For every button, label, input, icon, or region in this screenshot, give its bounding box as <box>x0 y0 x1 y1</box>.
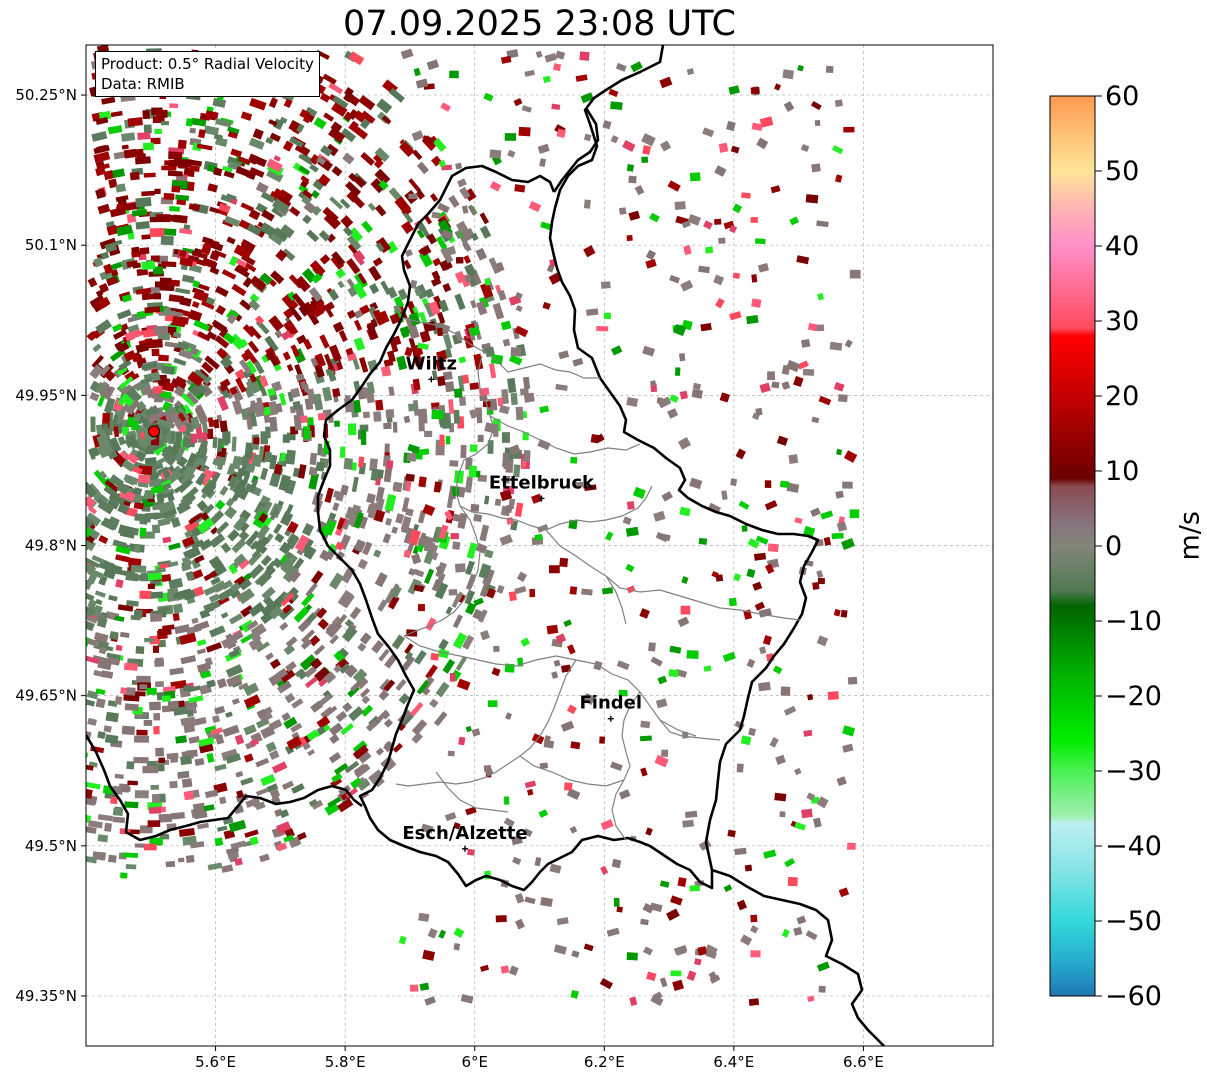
city-marker <box>428 376 435 383</box>
canton-borders <box>395 317 801 841</box>
x-tick-label: 6.6°E <box>843 1053 884 1071</box>
city-label: Ettelbruck <box>489 472 595 493</box>
city-marker <box>461 845 468 852</box>
country-border <box>316 45 820 892</box>
city-marker <box>607 715 614 722</box>
colorbar-tick-label: −40 <box>1105 831 1162 862</box>
colorbar-tick-label: −60 <box>1105 981 1162 1012</box>
colorbar-tick-label: 40 <box>1105 231 1139 262</box>
radar-site-dot <box>148 425 161 438</box>
radar-site-marker <box>148 425 161 438</box>
country-border-west <box>86 734 363 842</box>
y-tick-label: 49.65°N <box>15 687 77 705</box>
product-info-box: Product: 0.5° Radial Velocity Data: RMIB <box>95 51 320 97</box>
colorbar-unit-label: m/s <box>1174 511 1206 561</box>
x-tick-label: 6°E <box>461 1053 488 1071</box>
colorbar-tick-label: 10 <box>1105 456 1139 487</box>
borders-layer <box>86 45 885 1046</box>
axes: 5.6°E 5.8°E 6°E 6.2°E 6.4°E 6.6°E 50.25°N 50.1°… <box>15 86 884 1071</box>
city-label: Findel <box>579 693 642 714</box>
map-title: 07.09.2025 23:08 UTC <box>343 4 736 44</box>
y-tick-label: 50.25°N <box>15 86 77 104</box>
data-source-label: Data: RMIB <box>101 75 185 93</box>
colorbar-tick-label: −20 <box>1105 681 1162 712</box>
city-labels: Wiltz Ettelbruck Findel Esch/Alzette <box>402 353 642 852</box>
colorbar-gradient <box>1049 95 1096 997</box>
y-tick-label: 49.5°N <box>25 837 77 855</box>
velocity-echoes <box>86 45 861 1006</box>
colorbar-tick-label: 60 <box>1105 81 1139 112</box>
city-marker <box>538 495 545 502</box>
x-tick-label: 6.4°E <box>713 1053 754 1071</box>
colorbar-tick-label: −30 <box>1105 756 1162 787</box>
city-label: Esch/Alzette <box>402 823 527 844</box>
y-tick-label: 49.35°N <box>15 987 77 1005</box>
country-border-south <box>711 868 885 1046</box>
colorbar: 60 50 40 30 20 10 0 −10 −20 −30 −40 −50 −60 <box>1049 81 1162 1012</box>
colorbar-tick-label: 0 <box>1105 531 1122 562</box>
colorbar-tick-label: −50 <box>1105 906 1162 937</box>
colorbar-tick-label: −10 <box>1105 606 1162 637</box>
x-tick-label: 5.8°E <box>325 1053 366 1071</box>
x-tick-label: 6.2°E <box>584 1053 625 1071</box>
colorbar-tick-label: 50 <box>1105 156 1139 187</box>
x-tick-label: 5.6°E <box>195 1053 236 1071</box>
y-tick-label: 49.8°N <box>25 537 77 555</box>
colorbar-tick-label: 20 <box>1105 381 1139 412</box>
country-border-north <box>552 107 600 193</box>
colorbar-tick-label: 30 <box>1105 306 1139 337</box>
y-tick-label: 49.95°N <box>15 386 77 404</box>
product-label: Product: 0.5° Radial Velocity <box>101 55 314 73</box>
city-label: Wiltz <box>406 353 457 374</box>
y-tick-label: 50.1°N <box>25 236 77 254</box>
